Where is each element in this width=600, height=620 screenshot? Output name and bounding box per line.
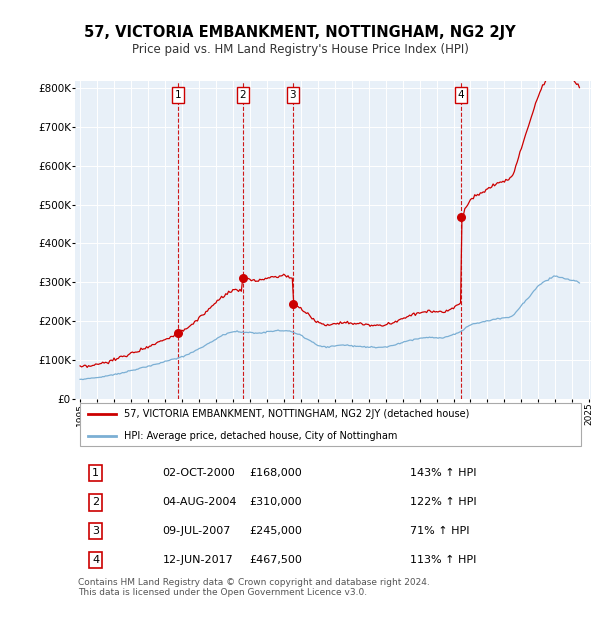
- Text: 2: 2: [239, 90, 246, 100]
- Point: [173, 329, 182, 339]
- Text: £310,000: £310,000: [250, 497, 302, 507]
- Text: Contains HM Land Registry data © Crown copyright and database right 2024.
This d: Contains HM Land Registry data © Crown c…: [77, 578, 430, 597]
- Text: 57, VICTORIA EMBANKMENT, NOTTINGHAM, NG2 2JY: 57, VICTORIA EMBANKMENT, NOTTINGHAM, NG2…: [84, 25, 516, 40]
- Text: 12-JUN-2017: 12-JUN-2017: [163, 555, 233, 565]
- Text: 04-AUG-2004: 04-AUG-2004: [163, 497, 237, 507]
- Text: 57, VICTORIA EMBANKMENT, NOTTINGHAM, NG2 2JY (detached house): 57, VICTORIA EMBANKMENT, NOTTINGHAM, NG2…: [124, 409, 469, 419]
- Text: 1: 1: [92, 468, 99, 478]
- Text: 3: 3: [289, 90, 296, 100]
- Text: 1: 1: [175, 90, 181, 100]
- Text: £245,000: £245,000: [249, 526, 302, 536]
- Point: [456, 212, 466, 222]
- Text: 71% ↑ HPI: 71% ↑ HPI: [410, 526, 470, 536]
- Text: 09-JUL-2007: 09-JUL-2007: [163, 526, 231, 536]
- Text: 4: 4: [458, 90, 464, 100]
- Text: Price paid vs. HM Land Registry's House Price Index (HPI): Price paid vs. HM Land Registry's House …: [131, 43, 469, 56]
- Point: [238, 273, 247, 283]
- Text: 122% ↑ HPI: 122% ↑ HPI: [410, 497, 477, 507]
- Text: 2: 2: [92, 497, 99, 507]
- Text: £467,500: £467,500: [249, 555, 302, 565]
- Point: [288, 299, 298, 309]
- Text: 3: 3: [92, 526, 99, 536]
- Text: HPI: Average price, detached house, City of Nottingham: HPI: Average price, detached house, City…: [124, 431, 397, 441]
- Text: 143% ↑ HPI: 143% ↑ HPI: [410, 468, 477, 478]
- Text: 4: 4: [92, 555, 99, 565]
- Text: 02-OCT-2000: 02-OCT-2000: [163, 468, 235, 478]
- Text: 113% ↑ HPI: 113% ↑ HPI: [410, 555, 477, 565]
- Text: £168,000: £168,000: [249, 468, 302, 478]
